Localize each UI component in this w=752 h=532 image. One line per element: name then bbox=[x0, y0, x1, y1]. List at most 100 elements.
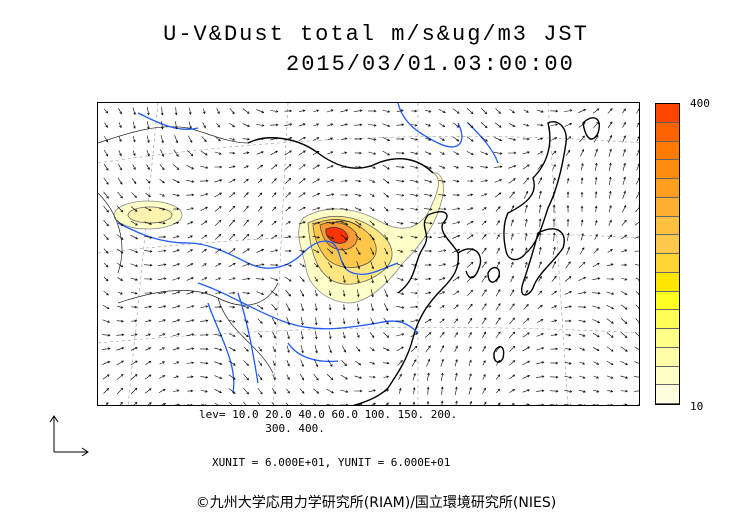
wind-arrow bbox=[622, 176, 626, 185]
wind-arrow bbox=[144, 374, 152, 380]
wind-arrow bbox=[285, 192, 291, 198]
wind-arrow bbox=[104, 122, 108, 128]
wind-arrow bbox=[103, 219, 109, 227]
wind-arrow bbox=[271, 317, 277, 325]
wind-arrow bbox=[483, 401, 487, 405]
wind-arrow bbox=[592, 332, 600, 338]
wind-arrow bbox=[495, 108, 501, 114]
wind-arrow bbox=[131, 178, 137, 185]
wind-arrow bbox=[285, 235, 292, 239]
wind-arrow bbox=[634, 332, 639, 338]
wind-arrow bbox=[158, 319, 166, 323]
wind-arrow bbox=[384, 261, 388, 269]
wind-arrow bbox=[326, 374, 334, 381]
wind-arrow bbox=[131, 305, 138, 309]
wind-arrow bbox=[118, 150, 122, 157]
wind-arrow bbox=[621, 249, 628, 253]
wind-arrow bbox=[173, 375, 179, 379]
wind-arrow bbox=[215, 291, 222, 295]
wind-arrow bbox=[354, 123, 363, 127]
wind-arrow bbox=[355, 233, 362, 241]
wind-arrow bbox=[566, 191, 570, 198]
wind-arrow bbox=[510, 247, 514, 254]
wind-arrow bbox=[257, 206, 263, 212]
wind-arrow bbox=[594, 191, 598, 199]
map-svg bbox=[98, 103, 639, 405]
wind-arrow bbox=[356, 275, 360, 284]
wind-arrow bbox=[271, 402, 275, 405]
wind-arrow bbox=[340, 109, 349, 113]
wind-arrow bbox=[425, 277, 432, 281]
wind-arrow bbox=[482, 387, 486, 394]
wind-arrow bbox=[453, 151, 460, 155]
wind-arrow bbox=[186, 291, 195, 295]
wind-arrow bbox=[367, 123, 377, 127]
wind-arrow bbox=[551, 150, 557, 156]
wind-arrow bbox=[396, 137, 405, 141]
wind-arrow bbox=[454, 318, 459, 324]
wind-arrow bbox=[410, 165, 419, 169]
wind-arrow bbox=[411, 263, 418, 267]
wind-arrow bbox=[635, 291, 639, 295]
wind-arrow bbox=[186, 375, 194, 379]
wind-arrow bbox=[272, 206, 277, 212]
wind-arrow bbox=[228, 277, 236, 281]
wind-arrow bbox=[369, 179, 376, 183]
wind-arrow bbox=[369, 220, 375, 226]
wind-arrow bbox=[566, 163, 570, 170]
wind-arrow bbox=[104, 136, 108, 143]
wind-arrow bbox=[550, 333, 558, 337]
wind-arrow bbox=[410, 345, 418, 352]
wind-arrow bbox=[243, 305, 250, 309]
wind-arrow bbox=[228, 192, 236, 198]
wind-arrow bbox=[314, 317, 318, 326]
wind-arrow bbox=[298, 136, 306, 141]
wind-arrow bbox=[410, 137, 418, 141]
wind-arrow bbox=[551, 319, 558, 323]
wind-arrow bbox=[594, 205, 598, 212]
wind-arrow bbox=[201, 248, 207, 253]
wind-arrow bbox=[228, 248, 236, 254]
wind-arrow bbox=[270, 110, 279, 113]
wind-arrow bbox=[564, 291, 572, 295]
wind-arrow bbox=[356, 332, 360, 338]
wind-arrow bbox=[494, 165, 503, 169]
wind-arrow bbox=[396, 333, 405, 337]
wind-arrow bbox=[200, 291, 208, 295]
wind-arrow bbox=[371, 402, 376, 405]
wind-arrow bbox=[452, 221, 461, 225]
wind-arrow bbox=[382, 347, 390, 351]
wind-arrow bbox=[284, 136, 293, 141]
colorbar-segment bbox=[656, 160, 679, 179]
wind-arrow bbox=[326, 403, 334, 405]
wind-arrow bbox=[187, 403, 193, 405]
wind-arrow bbox=[592, 347, 600, 352]
wind-arrow bbox=[284, 109, 293, 113]
wind-arrow bbox=[172, 305, 181, 309]
wind-arrow bbox=[439, 151, 445, 155]
wind-arrow bbox=[257, 164, 264, 169]
wind-arrow bbox=[593, 375, 599, 379]
wind-arrow bbox=[411, 249, 418, 253]
wind-arrow bbox=[578, 261, 586, 268]
wind-arrow bbox=[495, 359, 501, 366]
colorbar-segment bbox=[656, 141, 679, 161]
wind-arrow bbox=[187, 221, 194, 225]
wind-arrow bbox=[270, 123, 279, 127]
wind-arrow bbox=[158, 277, 167, 280]
wind-arrow bbox=[522, 360, 531, 366]
wind-arrow bbox=[299, 249, 306, 253]
wind-arrow bbox=[466, 248, 474, 254]
wind-arrow bbox=[271, 178, 277, 184]
wind-arrow bbox=[369, 193, 375, 197]
wind-arrow bbox=[636, 136, 639, 142]
wind-arrow bbox=[439, 318, 445, 324]
wind-arrow bbox=[452, 122, 460, 128]
wind-arrow bbox=[536, 375, 545, 378]
wind-arrow bbox=[147, 402, 152, 405]
wind-arrow bbox=[412, 387, 416, 395]
colorbar-segment bbox=[656, 235, 679, 254]
wind-arrow bbox=[551, 275, 557, 282]
wind-arrow bbox=[256, 263, 265, 266]
wind-arrow bbox=[214, 375, 223, 380]
